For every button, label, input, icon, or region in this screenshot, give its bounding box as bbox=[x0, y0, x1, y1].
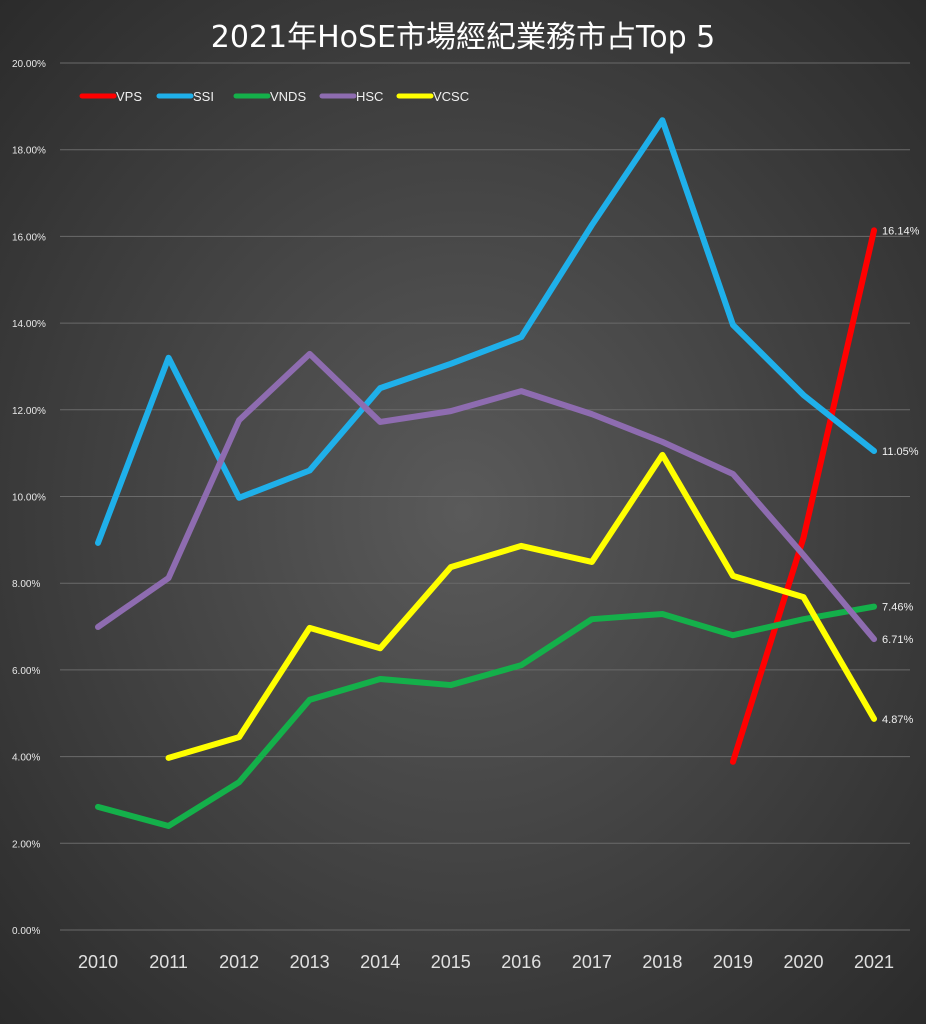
data-point-vps-2020 bbox=[802, 536, 805, 539]
data-point-vcsc-2021 bbox=[873, 717, 876, 720]
data-point-vcsc-2018 bbox=[661, 453, 664, 456]
x-tick-label: 2017 bbox=[572, 952, 612, 972]
data-point-vnds-2019 bbox=[731, 634, 734, 637]
x-tick-label: 2016 bbox=[501, 952, 541, 972]
data-point-ssi-2013 bbox=[308, 469, 311, 472]
x-tick-label: 2018 bbox=[642, 952, 682, 972]
x-tick-label: 2021 bbox=[854, 952, 894, 972]
data-point-vps-2021 bbox=[873, 229, 876, 232]
data-point-vcsc-2017 bbox=[590, 560, 593, 563]
y-tick-label: 14.00% bbox=[12, 319, 46, 330]
x-tick-label: 2013 bbox=[290, 952, 330, 972]
data-point-ssi-2017 bbox=[590, 224, 593, 227]
chart-title: 2021年HoSE市場經紀業務市占Top 5 bbox=[210, 20, 716, 55]
series-line-vnds bbox=[95, 603, 878, 829]
y-tick-label: 16.00% bbox=[12, 232, 46, 243]
data-point-hsc-2013 bbox=[308, 352, 311, 355]
data-point-ssi-2015 bbox=[449, 362, 452, 365]
data-label-vps: 16.14% bbox=[882, 225, 920, 237]
data-point-ssi-2021 bbox=[873, 449, 876, 452]
data-point-vps-2019 bbox=[731, 760, 734, 763]
data-point-hsc-2019 bbox=[731, 472, 734, 475]
data-point-ssi-2014 bbox=[379, 387, 382, 390]
y-tick-label: 12.00% bbox=[12, 406, 46, 417]
data-point-ssi-2019 bbox=[731, 323, 734, 326]
data-point-vcsc-2011 bbox=[167, 756, 170, 759]
data-point-hsc-2020 bbox=[802, 554, 805, 557]
data-label-ssi: 11.05% bbox=[882, 446, 919, 458]
data-point-vcsc-2020 bbox=[802, 596, 805, 599]
data-point-ssi-2010 bbox=[97, 541, 99, 544]
y-tick-label: 2.00% bbox=[12, 839, 40, 850]
legend-label-hsc: HSC bbox=[356, 89, 383, 104]
data-point-hsc-2018 bbox=[661, 440, 664, 443]
y-tick-label: 20.00% bbox=[12, 59, 46, 70]
data-point-hsc-2014 bbox=[379, 420, 382, 423]
data-point-vnds-2017 bbox=[590, 618, 593, 621]
data-point-vnds-2013 bbox=[308, 698, 311, 701]
data-point-vnds-2010 bbox=[97, 805, 99, 808]
data-point-vcsc-2016 bbox=[520, 544, 523, 547]
data-point-vnds-2021 bbox=[873, 605, 876, 608]
data-point-vnds-2011 bbox=[167, 824, 170, 827]
data-point-hsc-2011 bbox=[167, 576, 170, 579]
data-point-vnds-2012 bbox=[238, 781, 241, 784]
data-point-vcsc-2019 bbox=[731, 574, 734, 577]
data-label-vnds: 7.46% bbox=[882, 602, 913, 614]
data-point-hsc-2016 bbox=[520, 390, 523, 393]
x-tick-label: 2014 bbox=[360, 952, 400, 972]
data-label-hsc: 6.71% bbox=[882, 634, 913, 646]
data-point-vcsc-2014 bbox=[379, 647, 382, 650]
x-tick-label: 2010 bbox=[78, 952, 118, 972]
data-point-vnds-2020 bbox=[802, 618, 805, 621]
data-label-vcsc: 4.87% bbox=[882, 714, 913, 726]
data-point-vnds-2014 bbox=[379, 678, 382, 681]
y-tick-label: 8.00% bbox=[12, 579, 40, 590]
data-point-vnds-2018 bbox=[661, 612, 664, 615]
x-tick-label: 2015 bbox=[431, 952, 471, 972]
y-tick-label: 0.00% bbox=[12, 926, 40, 937]
data-point-hsc-2021 bbox=[873, 638, 876, 641]
data-point-vcsc-2013 bbox=[308, 626, 311, 629]
data-point-hsc-2015 bbox=[449, 410, 452, 413]
data-point-ssi-2012 bbox=[238, 496, 241, 499]
data-point-vnds-2015 bbox=[449, 684, 452, 687]
legend-label-vnds: VNDS bbox=[270, 89, 306, 104]
data-point-vcsc-2015 bbox=[449, 566, 452, 569]
data-point-vcsc-2012 bbox=[238, 736, 241, 739]
legend-label-ssi: SSI bbox=[193, 89, 214, 104]
series-line-vcsc bbox=[165, 451, 878, 761]
legend-label-vps: VPS bbox=[116, 89, 142, 104]
x-tick-label: 2019 bbox=[713, 952, 753, 972]
x-tick-label: 2011 bbox=[149, 952, 188, 972]
series-line-ssi bbox=[95, 117, 878, 546]
data-point-hsc-2012 bbox=[238, 419, 241, 422]
legend-label-vcsc: VCSC bbox=[433, 89, 469, 104]
x-tick-label: 2020 bbox=[783, 952, 823, 972]
data-point-ssi-2020 bbox=[802, 394, 805, 397]
data-point-ssi-2016 bbox=[520, 335, 523, 338]
series-line-hsc bbox=[95, 350, 878, 643]
data-point-hsc-2010 bbox=[97, 625, 99, 628]
y-tick-label: 10.00% bbox=[12, 493, 46, 504]
data-point-ssi-2011 bbox=[167, 356, 170, 359]
y-tick-label: 6.00% bbox=[12, 666, 40, 677]
x-tick-label: 2012 bbox=[219, 952, 259, 972]
data-point-hsc-2017 bbox=[590, 413, 593, 416]
data-point-ssi-2018 bbox=[661, 119, 664, 122]
y-tick-label: 18.00% bbox=[12, 146, 46, 157]
data-point-vnds-2016 bbox=[520, 664, 523, 667]
y-tick-label: 4.00% bbox=[12, 753, 40, 764]
